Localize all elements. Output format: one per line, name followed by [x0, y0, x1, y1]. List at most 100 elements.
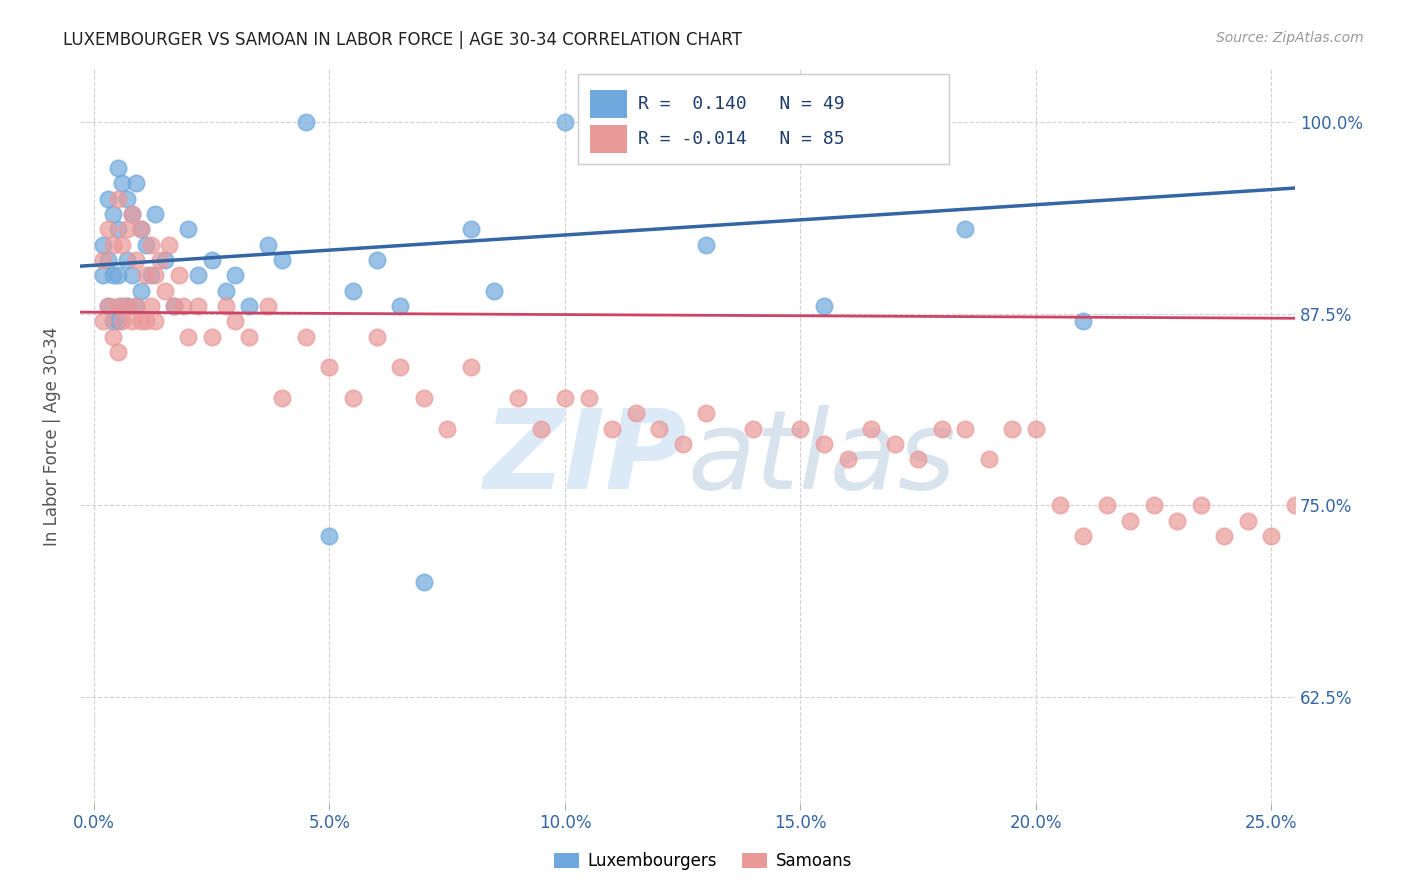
Point	[107, 314, 129, 328]
Point	[115, 299, 138, 313]
Point	[167, 268, 190, 283]
Point	[163, 299, 186, 313]
Point	[101, 237, 124, 252]
Point	[1402, 529, 1406, 543]
Point	[157, 237, 180, 252]
Point	[977, 452, 1000, 467]
Point	[129, 222, 152, 236]
Point	[1378, 514, 1400, 528]
Point	[139, 237, 162, 252]
Point	[121, 207, 143, 221]
Point	[139, 299, 162, 313]
Point	[342, 284, 364, 298]
Point	[107, 268, 129, 283]
Point	[107, 192, 129, 206]
Point	[115, 299, 138, 313]
Point	[366, 253, 388, 268]
Point	[257, 237, 280, 252]
Point	[125, 299, 148, 313]
Point	[97, 299, 120, 313]
Point	[115, 222, 138, 236]
Point	[93, 314, 115, 328]
Point	[93, 237, 115, 252]
Point	[97, 192, 120, 206]
Point	[97, 222, 120, 236]
FancyBboxPatch shape	[591, 90, 627, 118]
Point	[412, 574, 434, 589]
Point	[695, 237, 717, 252]
Point	[578, 391, 600, 405]
Text: atlas: atlas	[688, 405, 956, 512]
Point	[121, 314, 143, 328]
Point	[125, 177, 148, 191]
Point	[201, 253, 224, 268]
Point	[163, 299, 186, 313]
Point	[412, 391, 434, 405]
Point	[153, 253, 176, 268]
Point	[97, 253, 120, 268]
Point	[813, 299, 835, 313]
Point	[238, 329, 260, 343]
Point	[1095, 498, 1118, 512]
Point	[460, 360, 482, 375]
Point	[115, 253, 138, 268]
Point	[107, 161, 129, 175]
Text: LUXEMBOURGER VS SAMOAN IN LABOR FORCE | AGE 30-34 CORRELATION CHART: LUXEMBOURGER VS SAMOAN IN LABOR FORCE | …	[63, 31, 742, 49]
Point	[318, 360, 340, 375]
Point	[624, 406, 647, 420]
Point	[484, 284, 506, 298]
Point	[530, 421, 553, 435]
Point	[295, 115, 318, 129]
Point	[1260, 529, 1282, 543]
Point	[389, 360, 412, 375]
Point	[121, 207, 143, 221]
Point	[93, 253, 115, 268]
Point	[143, 268, 166, 283]
Point	[1237, 514, 1260, 528]
Point	[149, 253, 172, 268]
Point	[1166, 514, 1188, 528]
Point	[648, 421, 671, 435]
Point	[1143, 498, 1166, 512]
Point	[93, 268, 115, 283]
Point	[436, 421, 458, 435]
Y-axis label: In Labor Force | Age 30-34: In Labor Force | Age 30-34	[44, 326, 60, 546]
Point	[143, 314, 166, 328]
Point	[97, 299, 120, 313]
Point	[135, 237, 157, 252]
Point	[153, 284, 176, 298]
Point	[1213, 529, 1236, 543]
Point	[135, 314, 157, 328]
Point	[742, 421, 765, 435]
Point	[107, 345, 129, 359]
Point	[1354, 529, 1376, 543]
Point	[295, 329, 318, 343]
Point	[600, 421, 623, 435]
Legend: Luxembourgers, Samoans: Luxembourgers, Samoans	[547, 846, 859, 877]
Point	[115, 192, 138, 206]
Text: R = -0.014   N = 85: R = -0.014 N = 85	[638, 130, 844, 148]
Point	[789, 421, 811, 435]
Point	[125, 299, 148, 313]
Point	[554, 115, 576, 129]
Point	[837, 452, 859, 467]
Point	[101, 329, 124, 343]
Point	[1189, 498, 1212, 512]
Point	[121, 268, 143, 283]
Point	[187, 268, 209, 283]
Point	[1071, 314, 1094, 328]
Point	[101, 314, 124, 328]
Point	[860, 421, 883, 435]
Point	[460, 222, 482, 236]
Point	[111, 177, 134, 191]
Point	[1331, 514, 1354, 528]
Point	[177, 329, 200, 343]
Text: Source: ZipAtlas.com: Source: ZipAtlas.com	[1216, 31, 1364, 45]
Point	[1308, 529, 1330, 543]
FancyBboxPatch shape	[591, 125, 627, 153]
Point	[318, 529, 340, 543]
Point	[1119, 514, 1142, 528]
Point	[107, 299, 129, 313]
Point	[129, 284, 152, 298]
Point	[907, 452, 929, 467]
